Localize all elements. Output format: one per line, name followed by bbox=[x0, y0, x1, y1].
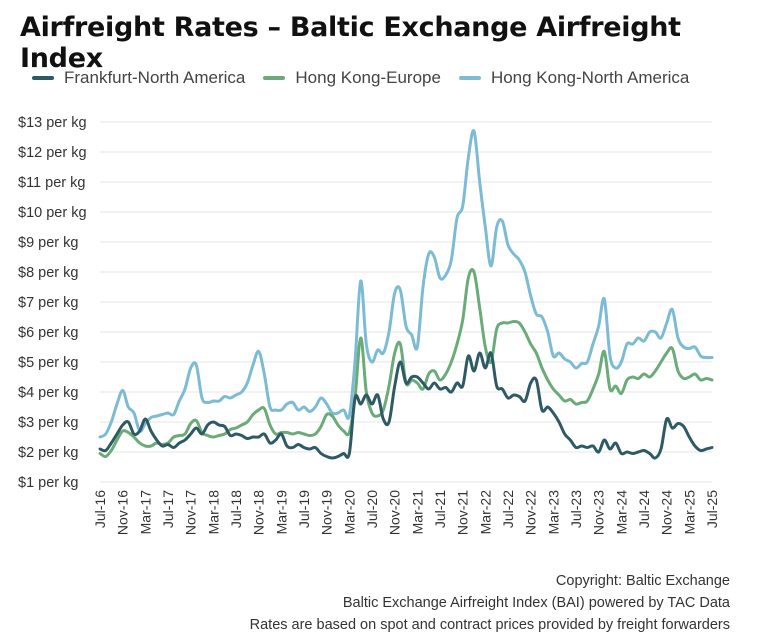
x-tick-label: Nov-22 bbox=[523, 490, 539, 535]
y-tick-label: $2 per kg bbox=[18, 445, 78, 461]
chart-legend: Frankfurt-North America Hong Kong-Europe… bbox=[32, 68, 707, 88]
x-tick-label: Jul-23 bbox=[568, 490, 584, 528]
gridlines bbox=[100, 121, 712, 483]
x-tick-label: Mar-22 bbox=[477, 490, 493, 535]
y-tick-label: $1 per kg bbox=[18, 475, 78, 491]
line-chart: $1 per kg $2 per kg $3 per kg $4 per kg $5 p… bbox=[18, 115, 720, 535]
x-tick-label: Nov-19 bbox=[319, 490, 335, 535]
x-tick-label: Nov-16 bbox=[115, 490, 131, 535]
y-tick-label: $13 per kg bbox=[18, 115, 87, 131]
x-tick-label: Mar-21 bbox=[409, 490, 425, 535]
x-tick-label: Jul-18 bbox=[228, 490, 244, 528]
chart-footer: Copyright: Baltic Exchange Baltic Exchan… bbox=[250, 570, 730, 636]
x-tick-label: Nov-20 bbox=[387, 490, 403, 535]
chart-title: Airfreight Rates – Baltic Exchange Airfr… bbox=[20, 12, 681, 74]
legend-swatch-hong-kong-north-america bbox=[458, 76, 481, 80]
x-tick-label: Mar-18 bbox=[205, 490, 221, 535]
y-tick-label: $7 per kg bbox=[18, 295, 78, 311]
x-tick-label: Jul-20 bbox=[364, 490, 380, 528]
rates-basis-note: Rates are based on spot and contract pri… bbox=[249, 617, 730, 633]
legend-label-hong-kong-north-america: Hong Kong-North America bbox=[490, 68, 690, 87]
x-axis-tick-labels: Jul-16 Nov-16 Mar-17 Jul-17 Nov-17 Mar-18 Jul-… bbox=[92, 490, 720, 535]
y-tick-label: $3 per kg bbox=[18, 415, 78, 431]
legend-item-frankfurt-north-america: Frankfurt-North America bbox=[32, 68, 245, 88]
index-source-note: Baltic Exchange Airfreight Index (BAI) p… bbox=[342, 595, 730, 611]
legend-swatch-hong-kong-europe bbox=[263, 76, 286, 80]
x-tick-label: Jul-17 bbox=[160, 490, 176, 528]
x-tick-label: Nov-17 bbox=[183, 490, 199, 535]
x-tick-label: Jul-19 bbox=[296, 490, 312, 528]
legend-label-hong-kong-europe: Hong Kong-Europe bbox=[295, 68, 441, 87]
y-tick-label: $8 per kg bbox=[18, 265, 78, 281]
x-tick-label: Mar-19 bbox=[273, 490, 289, 535]
legend-item-hong-kong-europe: Hong Kong-Europe bbox=[263, 68, 441, 88]
legend-label-frankfurt-north-america: Frankfurt-North America bbox=[64, 68, 246, 87]
y-tick-label: $10 per kg bbox=[18, 205, 87, 221]
x-tick-label: Jul-24 bbox=[636, 490, 652, 528]
x-tick-label: Nov-24 bbox=[659, 490, 675, 535]
x-tick-label: Nov-21 bbox=[455, 490, 471, 535]
x-tick-label: Jul-21 bbox=[432, 490, 448, 528]
y-tick-label: $4 per kg bbox=[18, 385, 78, 401]
x-tick-label: Mar-23 bbox=[545, 490, 561, 535]
x-tick-label: Jul-16 bbox=[92, 490, 108, 528]
copyright-note: Copyright: Baltic Exchange bbox=[555, 573, 730, 589]
x-tick-label: Nov-23 bbox=[591, 490, 607, 535]
x-tick-label: Mar-24 bbox=[613, 490, 629, 535]
y-tick-label: $6 per kg bbox=[18, 325, 78, 341]
x-tick-label: Mar-25 bbox=[681, 490, 697, 535]
y-axis-tick-labels: $1 per kg $2 per kg $3 per kg $4 per kg $5 p… bbox=[18, 115, 87, 491]
series-lines bbox=[98, 128, 714, 460]
y-tick-label: $9 per kg bbox=[18, 235, 78, 251]
series-line-frankfurt-north-america bbox=[98, 351, 714, 460]
x-tick-label: Jul-25 bbox=[704, 490, 720, 528]
x-tick-label: Jul-22 bbox=[500, 490, 516, 528]
legend-item-hong-kong-north-america: Hong Kong-North America bbox=[458, 68, 690, 88]
legend-swatch-frankfurt-north-america bbox=[32, 76, 54, 80]
x-tick-label: Mar-17 bbox=[137, 490, 153, 535]
x-tick-label: Mar-20 bbox=[341, 490, 357, 535]
y-tick-label: $12 per kg bbox=[18, 145, 87, 161]
series-line-hong-kong-north-america bbox=[98, 128, 714, 439]
x-tick-label: Nov-18 bbox=[251, 490, 267, 535]
y-tick-label: $11 per kg bbox=[18, 175, 85, 191]
y-tick-label: $5 per kg bbox=[18, 355, 78, 371]
